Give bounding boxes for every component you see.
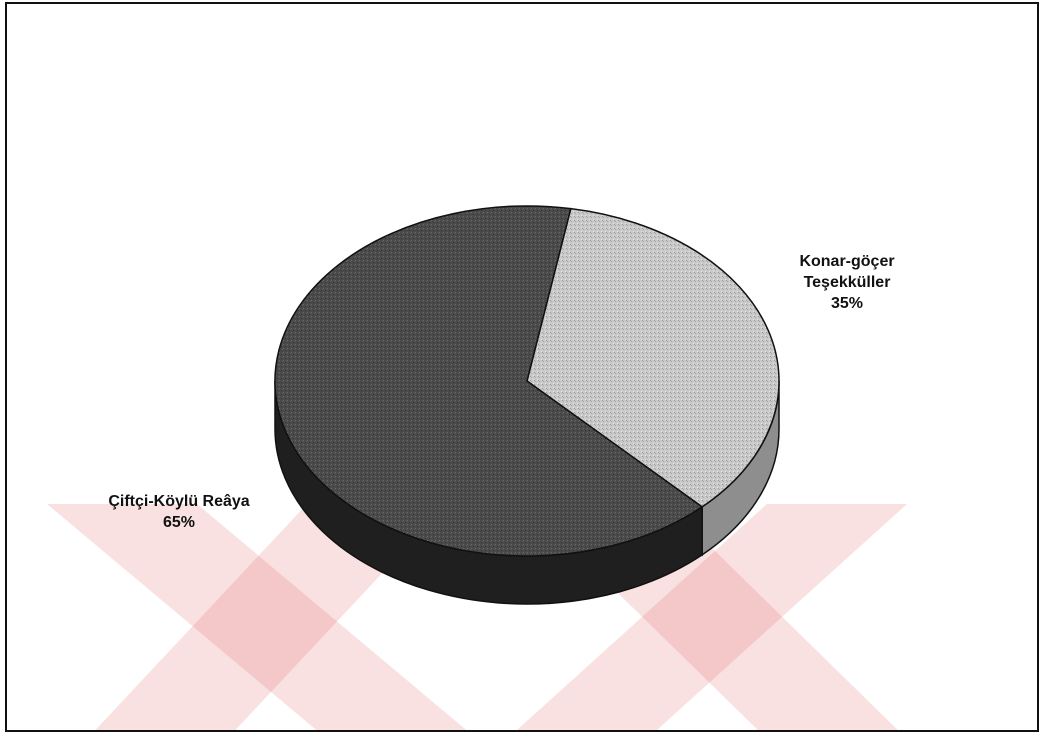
watermark-chevron-3 [516,504,907,730]
slice-percent-0: 35% [831,295,863,312]
watermark-chevron-0 [47,504,467,730]
pie-labels: Konar-göçer Teşekküller 35% Çiftçi-Köylü Re… [108,253,894,531]
pie-slice-0 [526,207,780,508]
slice-percent-1: 65% [163,514,195,531]
slice-label-1: Çiftçi-Köylü Reâya 65% [108,493,249,531]
chart-frame: Konar-göçer Teşekküller 35% Çiftçi-Köylü Re… [5,2,1039,732]
pie-tops [274,205,780,557]
slice-name-1-0: Çiftçi-Köylü Reâya [108,493,249,510]
slice-label-0: Konar-göçer Teşekküller 35% [799,253,894,312]
slice-name-0-0: Konar-göçer [799,253,894,270]
pie-slice-1 [274,205,704,557]
pie-chart: Konar-göçer Teşekküller 35% Çiftçi-Köylü Re… [47,205,907,730]
slice-name-0-1: Teşekküller [804,274,891,291]
